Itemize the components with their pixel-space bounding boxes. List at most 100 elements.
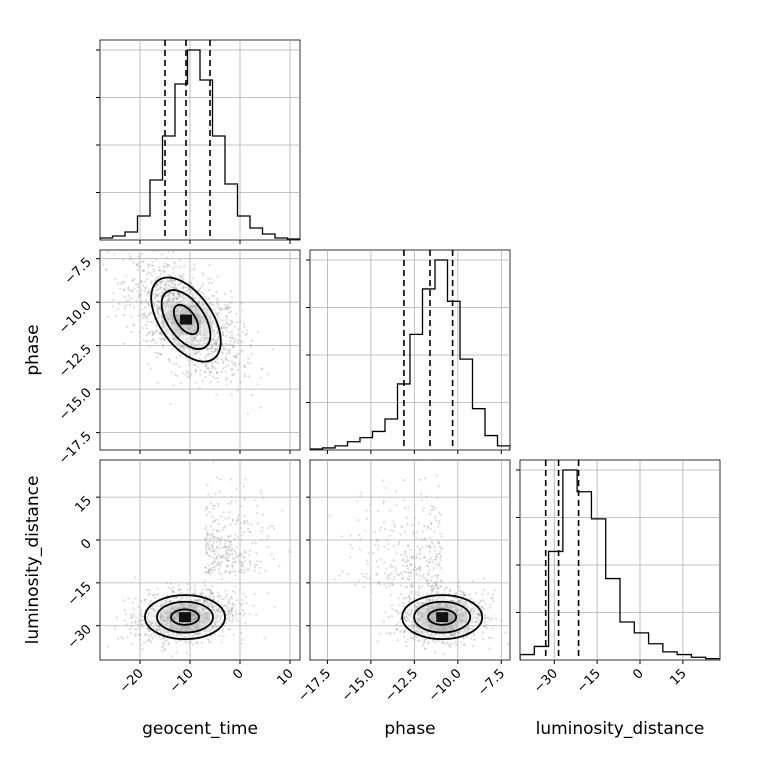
sample-point bbox=[194, 363, 197, 366]
sample-point bbox=[396, 609, 399, 612]
sample-point bbox=[144, 280, 147, 283]
sample-point bbox=[138, 266, 141, 269]
sample-point bbox=[428, 599, 431, 602]
sample-point bbox=[154, 286, 157, 289]
sample-point bbox=[383, 545, 386, 549]
sample-point bbox=[173, 261, 176, 264]
sample-point bbox=[167, 287, 170, 290]
sample-point bbox=[487, 617, 490, 620]
sample-point bbox=[478, 613, 481, 616]
sample-point bbox=[239, 612, 242, 616]
sample-point bbox=[395, 623, 398, 626]
sample-point bbox=[193, 335, 197, 338]
sample-point bbox=[207, 554, 210, 557]
sample-point bbox=[410, 624, 413, 627]
sample-point bbox=[259, 376, 262, 380]
sample-point bbox=[437, 574, 440, 577]
sample-point bbox=[370, 591, 373, 594]
sample-point bbox=[404, 615, 407, 618]
density-cell bbox=[447, 622, 458, 633]
sample-point bbox=[228, 323, 231, 326]
sample-point bbox=[405, 645, 408, 648]
sample-point bbox=[405, 570, 408, 574]
sample-point bbox=[398, 604, 401, 607]
density-cell bbox=[171, 324, 181, 335]
sample-point bbox=[192, 336, 195, 339]
sample-point bbox=[221, 330, 224, 333]
sample-point bbox=[193, 599, 196, 602]
sample-point bbox=[177, 334, 180, 337]
sample-point bbox=[483, 616, 486, 620]
sample-point bbox=[418, 565, 421, 569]
sample-point bbox=[194, 337, 197, 340]
sample-point bbox=[146, 334, 149, 337]
sample-point bbox=[156, 629, 159, 632]
sample-point bbox=[227, 535, 230, 538]
sample-point bbox=[438, 562, 441, 565]
sample-point bbox=[418, 587, 421, 590]
sample-point bbox=[246, 412, 249, 415]
sample-point bbox=[209, 370, 212, 373]
sample-point bbox=[455, 631, 458, 635]
sample-point bbox=[148, 345, 151, 348]
sample-point bbox=[236, 520, 239, 523]
density-peak bbox=[179, 612, 191, 623]
sample-point bbox=[227, 608, 231, 612]
sample-point bbox=[231, 564, 234, 567]
sample-point bbox=[193, 352, 196, 355]
sample-point bbox=[218, 490, 221, 493]
sample-point bbox=[233, 591, 236, 594]
sample-point bbox=[273, 527, 276, 531]
sample-point bbox=[373, 543, 376, 546]
sample-point bbox=[130, 621, 133, 624]
sample-point bbox=[248, 530, 251, 533]
sample-point bbox=[160, 281, 163, 284]
sample-point bbox=[194, 369, 197, 372]
sample-point bbox=[338, 574, 341, 577]
sample-point bbox=[181, 345, 184, 348]
sample-point bbox=[146, 314, 149, 317]
sample-point bbox=[248, 612, 251, 615]
sample-point bbox=[414, 569, 417, 572]
sample-point bbox=[200, 301, 203, 304]
sample-point bbox=[158, 300, 161, 303]
sample-point bbox=[107, 315, 110, 318]
sample-point bbox=[399, 630, 402, 634]
sample-point bbox=[147, 628, 150, 631]
sample-point bbox=[478, 619, 481, 622]
sample-point bbox=[217, 345, 221, 348]
sample-point bbox=[230, 360, 233, 363]
sample-point bbox=[154, 604, 157, 608]
sample-point bbox=[217, 608, 220, 612]
sample-point bbox=[228, 618, 231, 621]
sample-point bbox=[147, 303, 150, 306]
sample-point bbox=[225, 334, 228, 337]
sample-point bbox=[142, 339, 145, 342]
sample-point bbox=[383, 583, 386, 586]
sample-point bbox=[116, 282, 120, 285]
sample-point bbox=[231, 344, 234, 347]
sample-point bbox=[421, 631, 424, 634]
sample-point bbox=[217, 303, 220, 306]
sample-point bbox=[210, 347, 213, 350]
sample-point bbox=[419, 574, 422, 578]
sample-point bbox=[481, 631, 484, 634]
sample-point bbox=[198, 339, 201, 342]
sample-point bbox=[194, 352, 197, 356]
sample-point bbox=[412, 633, 415, 636]
sample-point bbox=[157, 307, 160, 310]
sample-point bbox=[210, 501, 213, 504]
sample-point bbox=[129, 255, 132, 258]
sample-point bbox=[431, 560, 434, 564]
sample-point bbox=[137, 255, 140, 258]
sample-point bbox=[142, 260, 145, 264]
sample-point bbox=[211, 294, 214, 297]
sample-point bbox=[147, 619, 150, 622]
sample-point bbox=[249, 345, 253, 348]
sample-point bbox=[213, 308, 216, 311]
sample-point bbox=[490, 597, 493, 600]
sample-point bbox=[412, 554, 415, 558]
sample-point bbox=[125, 304, 128, 307]
sample-point bbox=[229, 290, 232, 293]
sample-point bbox=[168, 600, 171, 603]
